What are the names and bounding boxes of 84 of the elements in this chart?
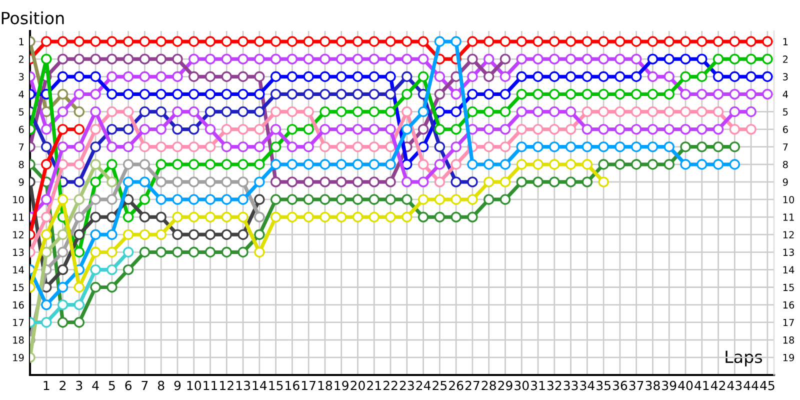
x-tick-label: 8 <box>158 380 164 390</box>
y2-tick-label: 11 <box>783 214 794 221</box>
x-tick-label: 11 <box>204 380 218 390</box>
y2-tick-label: 3 <box>783 73 788 80</box>
y-tick-label: 19 <box>13 354 24 362</box>
x-tick-label: 18 <box>318 380 332 390</box>
y-tick-label: 6 <box>18 126 24 134</box>
x-tick-label: 20 <box>350 380 365 390</box>
y2-tick-label: 12 <box>783 231 794 238</box>
x-tick-label: 34 <box>580 380 594 390</box>
y-tick-label: 3 <box>19 73 24 80</box>
x-tick-label: 28 <box>482 380 496 390</box>
x-tick-label: 23 <box>400 380 414 390</box>
x-tick-label: 43 <box>727 380 742 390</box>
x-tick-label: 26 <box>449 380 464 390</box>
y2-tick-label: 5 <box>783 108 788 116</box>
x-tick-label: 27 <box>465 380 480 390</box>
y-tick-label: 5 <box>19 108 24 116</box>
y2-tick-label: 6 <box>783 126 788 134</box>
x-tick-label: 7 <box>142 380 148 390</box>
y2-tick-label: 19 <box>783 354 794 362</box>
x-tick-label: 13 <box>236 380 250 390</box>
y-tick-label: 2 <box>18 56 24 63</box>
y2-tick-label: 4 <box>782 90 788 98</box>
y2-tick-label: 14 <box>783 266 794 274</box>
x-tick-label: 12 <box>220 380 234 390</box>
y2-tick-label: 13 <box>783 248 794 256</box>
y-tick-label: 14 <box>13 266 24 274</box>
x-tick-label: 6 <box>125 380 132 390</box>
y-tick-label: 12 <box>13 231 24 238</box>
x-tick-label: 36 <box>612 380 628 390</box>
x-tick-label: 25 <box>432 380 447 390</box>
y2-tick-label: 1 <box>783 38 788 46</box>
x-tick-label: 16 <box>286 380 300 390</box>
x-tick-label: 22 <box>383 380 398 390</box>
y-tick-label: 1 <box>19 38 24 46</box>
x-tick-label: 1 <box>44 380 50 390</box>
x-tick-label: 10 <box>187 380 201 390</box>
x-tick-label: 44 <box>744 380 758 390</box>
x-tick-label: 17 <box>302 380 316 390</box>
x-tick-label: 35 <box>596 380 610 390</box>
y-axis-title: Position <box>2 11 64 24</box>
y2-tick-label: 7 <box>783 143 788 151</box>
x-tick-label: 24 <box>416 380 431 390</box>
y2-tick-label: 8 <box>782 160 788 168</box>
x-tick-label: 5 <box>108 380 115 390</box>
y-tick-label: 8 <box>18 160 24 168</box>
x-tick-label: 38 <box>646 380 660 390</box>
y2-tick-label: 15 <box>783 284 794 292</box>
y-tick-label: 9 <box>18 178 24 186</box>
x-tick-label: 42 <box>710 380 725 390</box>
y-tick-label: 7 <box>19 143 24 151</box>
y2-tick-label: 9 <box>782 178 788 186</box>
x-tick-label: 32 <box>547 380 562 390</box>
x-tick-label: 31 <box>531 380 545 390</box>
x-tick-label: 2 <box>60 380 66 390</box>
x-tick-label: 21 <box>367 380 381 390</box>
x-tick-label: 40 <box>678 380 693 390</box>
x-tick-label: 4 <box>92 380 99 390</box>
y2-tick-label: 2 <box>783 56 788 63</box>
x-tick-label: 15 <box>269 380 283 390</box>
y-tick-label: 16 <box>13 301 24 309</box>
x-tick-label: 45 <box>760 380 774 390</box>
x-tick-label: 3 <box>76 380 82 390</box>
y2-tick-label: 10 <box>783 196 794 204</box>
y2-tick-label: 16 <box>783 301 794 309</box>
y2-tick-label: 17 <box>783 318 794 326</box>
x-tick-label: 9 <box>174 380 181 390</box>
y-tick-label: 15 <box>13 284 24 292</box>
x-tick-label: 19 <box>334 380 348 390</box>
x-tick-label: 39 <box>662 380 676 390</box>
x-tick-label: 30 <box>514 380 529 390</box>
y-tick-label: 17 <box>13 318 24 326</box>
y-tick-label: 18 <box>13 336 24 344</box>
x-tick-label: 37 <box>629 380 644 390</box>
x-tick-label: 29 <box>498 380 512 390</box>
x-tick-label: 41 <box>694 380 709 390</box>
y-tick-label: 4 <box>18 90 24 98</box>
x-tick-label: 14 <box>252 380 267 390</box>
y-tick-label: 10 <box>13 196 24 204</box>
y-tick-label: 11 <box>13 214 24 221</box>
x-tick-label: 33 <box>564 380 578 390</box>
y2-tick-label: 18 <box>783 336 794 344</box>
y-tick-label: 13 <box>13 248 24 256</box>
